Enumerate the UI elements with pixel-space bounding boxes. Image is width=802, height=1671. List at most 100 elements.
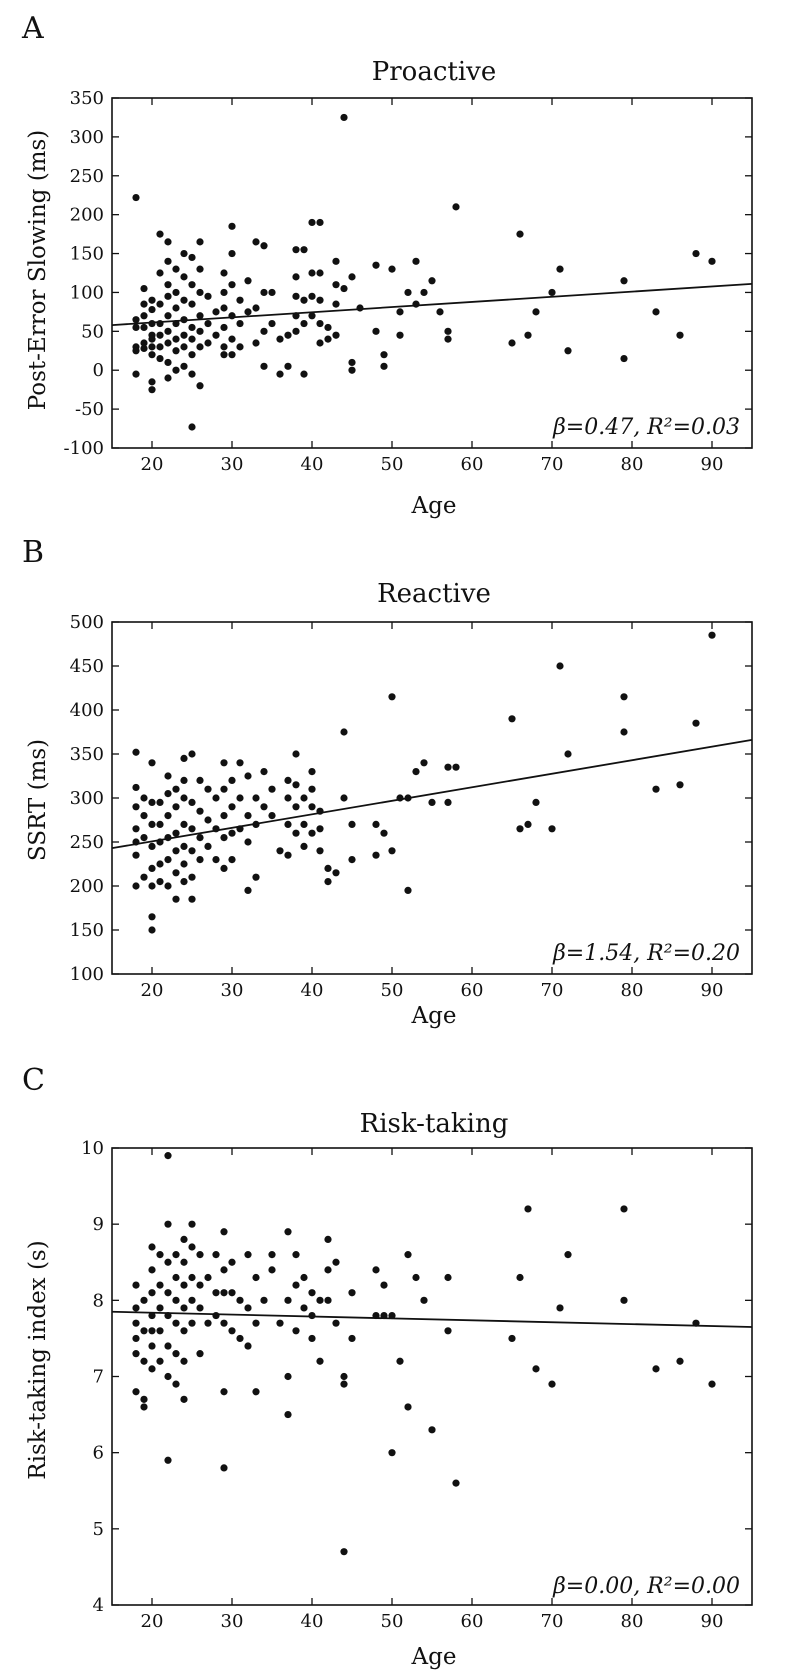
data-point bbox=[308, 312, 316, 320]
data-point bbox=[180, 754, 188, 763]
data-point bbox=[148, 1342, 156, 1350]
data-point bbox=[284, 794, 292, 802]
data-point bbox=[228, 776, 236, 785]
data-point bbox=[316, 296, 324, 304]
data-point bbox=[372, 1266, 380, 1274]
data-point bbox=[436, 308, 444, 316]
data-point bbox=[180, 1357, 188, 1365]
x-tick-label: 40 bbox=[301, 1611, 324, 1632]
data-point bbox=[132, 1319, 140, 1327]
data-point bbox=[228, 856, 236, 864]
data-point bbox=[396, 308, 404, 316]
data-point bbox=[308, 1334, 316, 1343]
data-point bbox=[156, 878, 164, 886]
data-point bbox=[452, 763, 460, 771]
regression-line bbox=[111, 739, 753, 850]
y-tick-label: 200 bbox=[70, 876, 104, 897]
data-point bbox=[620, 1205, 628, 1213]
data-point bbox=[244, 1251, 252, 1259]
data-point bbox=[164, 1456, 172, 1464]
data-point bbox=[164, 358, 172, 367]
data-point bbox=[196, 834, 204, 842]
data-point bbox=[292, 246, 300, 254]
data-point bbox=[308, 803, 316, 811]
data-point bbox=[292, 803, 300, 811]
data-point bbox=[172, 869, 180, 877]
data-point bbox=[548, 1380, 556, 1388]
data-point bbox=[180, 1327, 188, 1335]
y-tick-label: 350 bbox=[70, 744, 104, 765]
data-point bbox=[332, 281, 340, 289]
data-point bbox=[420, 759, 428, 767]
data-point bbox=[188, 253, 196, 262]
data-point bbox=[236, 296, 244, 304]
data-point bbox=[412, 257, 420, 265]
x-axis-label: Age bbox=[411, 1003, 457, 1029]
data-point bbox=[340, 728, 348, 736]
data-point bbox=[164, 281, 172, 289]
data-point bbox=[348, 856, 356, 864]
data-point bbox=[188, 798, 196, 807]
data-point bbox=[156, 269, 164, 277]
data-point bbox=[508, 715, 516, 723]
data-point bbox=[276, 847, 284, 855]
x-tick-label: 30 bbox=[221, 1611, 244, 1632]
data-point bbox=[332, 869, 340, 877]
y-tick-label: -100 bbox=[64, 438, 104, 459]
data-point bbox=[228, 351, 236, 359]
data-point bbox=[164, 882, 172, 890]
data-point bbox=[204, 319, 212, 328]
data-point bbox=[324, 1266, 332, 1274]
data-point bbox=[292, 750, 300, 758]
data-point bbox=[148, 798, 156, 807]
data-point bbox=[164, 772, 172, 780]
data-point bbox=[164, 856, 172, 864]
data-point bbox=[148, 335, 156, 343]
x-tick-label: 80 bbox=[621, 454, 644, 475]
y-axis-label: Post-Error Slowing (ms) bbox=[25, 130, 51, 411]
data-point bbox=[172, 288, 180, 297]
data-point bbox=[180, 860, 188, 868]
data-point bbox=[196, 856, 204, 864]
y-tick-label: 100 bbox=[70, 282, 104, 303]
data-point bbox=[236, 825, 244, 833]
data-point bbox=[300, 296, 308, 304]
data-point bbox=[308, 218, 316, 227]
panel-letter: B bbox=[22, 535, 44, 570]
data-point bbox=[204, 842, 212, 851]
data-point bbox=[316, 319, 324, 328]
data-point bbox=[244, 1342, 252, 1350]
data-point bbox=[284, 851, 292, 859]
data-point bbox=[156, 1304, 164, 1312]
data-point bbox=[172, 366, 180, 374]
data-point bbox=[140, 873, 148, 881]
data-point bbox=[652, 785, 660, 793]
data-point bbox=[140, 300, 148, 308]
data-point bbox=[148, 296, 156, 304]
data-point bbox=[188, 1243, 196, 1251]
data-point bbox=[132, 1281, 140, 1289]
y-tick-label: 400 bbox=[70, 700, 104, 721]
data-point bbox=[172, 1319, 180, 1327]
data-point bbox=[244, 308, 252, 316]
data-point bbox=[300, 319, 308, 328]
data-point bbox=[132, 803, 140, 811]
data-point bbox=[388, 693, 396, 701]
data-point bbox=[324, 1235, 332, 1243]
data-point bbox=[300, 820, 308, 829]
data-point bbox=[300, 370, 308, 378]
y-tick-label: 350 bbox=[70, 88, 104, 109]
data-point bbox=[564, 1251, 572, 1259]
data-point bbox=[692, 249, 700, 258]
data-point bbox=[236, 319, 244, 328]
data-point bbox=[252, 339, 260, 347]
data-point bbox=[708, 631, 716, 639]
data-point bbox=[412, 768, 420, 776]
data-point bbox=[348, 366, 356, 374]
x-tick-label: 70 bbox=[541, 454, 564, 475]
data-point bbox=[348, 1334, 356, 1343]
data-point bbox=[156, 1357, 164, 1365]
data-point bbox=[132, 748, 140, 756]
data-point bbox=[260, 288, 268, 297]
data-point bbox=[380, 362, 388, 370]
